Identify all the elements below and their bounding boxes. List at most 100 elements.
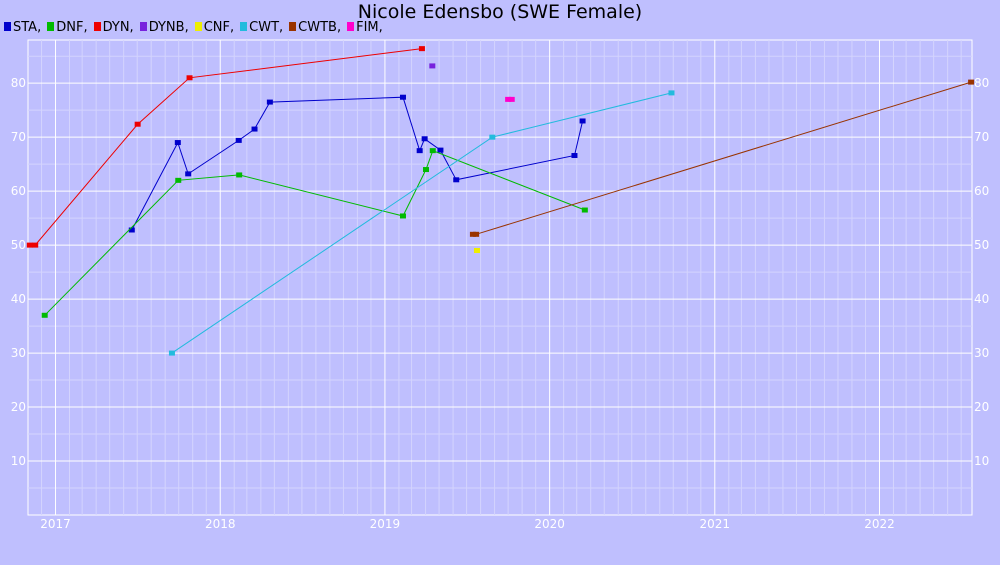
y-tick-label-left: 30 xyxy=(11,346,26,360)
data-point-cnf xyxy=(473,248,480,254)
data-point-dynb xyxy=(429,63,436,69)
legend-separator: , xyxy=(83,20,88,35)
y-tick-label-right: 10 xyxy=(974,454,989,468)
data-point-cwt xyxy=(489,134,496,140)
y-tick-label-left: 10 xyxy=(11,454,26,468)
series-sta xyxy=(128,94,586,233)
legend-label: FIM xyxy=(356,20,379,35)
legend-item-dnf: DNF, xyxy=(47,20,88,35)
y-tick-label-left: 60 xyxy=(11,184,26,198)
series-line-cwtb xyxy=(472,81,972,235)
data-point-dnf xyxy=(236,172,243,178)
data-point-sta xyxy=(399,94,406,100)
data-point-sta xyxy=(235,137,242,143)
legend-item-cwt: CWT, xyxy=(240,20,283,35)
y-tick-label-right: 50 xyxy=(974,238,989,252)
series-cwtb xyxy=(469,79,975,237)
y-tick-label-right: 70 xyxy=(974,130,989,144)
data-point-fim xyxy=(505,96,512,102)
y-tick-label-right: 80 xyxy=(974,76,989,90)
series-line-dyn xyxy=(29,48,422,246)
series-dnf xyxy=(41,148,588,318)
y-tick-label-right: 60 xyxy=(974,184,989,198)
data-point-sta xyxy=(266,99,273,105)
data-point-sta xyxy=(579,118,586,124)
legend-separator: , xyxy=(230,20,235,35)
data-point-dyn xyxy=(186,75,193,81)
data-point-dyn xyxy=(134,121,141,127)
data-point-dyn xyxy=(32,242,39,248)
data-point-dnf xyxy=(399,213,406,219)
data-point-sta xyxy=(185,171,192,177)
legend-separator: , xyxy=(129,20,134,35)
legend-separator: , xyxy=(279,20,284,35)
x-tick-label: 2022 xyxy=(864,517,895,531)
plot-frame xyxy=(27,39,973,516)
y-tick-label-left: 20 xyxy=(11,400,26,414)
legend-separator: , xyxy=(184,20,189,35)
legend-separator: , xyxy=(336,20,342,35)
legend-label: CWTB xyxy=(298,20,337,35)
legend: STA, DNF, DYN, DYNB, CNF, CWT, CWTB, FIM, xyxy=(4,20,389,36)
legend-item-cwtb: CWTB, xyxy=(289,20,341,35)
legend-swatch xyxy=(240,22,248,31)
legend-separator: , xyxy=(37,20,42,35)
data-point-dnf xyxy=(581,207,588,213)
data-point-sta xyxy=(128,227,135,233)
x-tick-label: 2021 xyxy=(700,517,731,531)
data-point-dnf xyxy=(41,312,48,318)
data-point-sta xyxy=(416,148,423,154)
y-tick-label-left: 50 xyxy=(11,238,26,252)
series-cwt xyxy=(168,90,675,356)
legend-swatch xyxy=(289,22,297,31)
legend-swatch xyxy=(194,22,202,31)
y-tick-label-right: 40 xyxy=(974,292,989,306)
legend-item-dyn: DYN, xyxy=(93,20,134,35)
data-point-dyn xyxy=(418,46,425,52)
data-point-dnf xyxy=(422,167,429,173)
data-point-dnf xyxy=(175,177,182,183)
legend-separator: , xyxy=(378,20,383,35)
legend-item-dynb: DYNB, xyxy=(139,20,189,35)
legend-label: CNF xyxy=(203,20,230,35)
chart-title: Nicole Edensbo (SWE Female) xyxy=(357,1,643,23)
data-point-sta xyxy=(571,153,578,159)
data-point-sta xyxy=(437,147,444,153)
data-point-sta xyxy=(174,140,181,146)
legend-swatch xyxy=(47,22,55,31)
legend-swatch xyxy=(347,22,355,31)
data-point-dnf xyxy=(429,148,436,154)
data-point-cwtb xyxy=(469,231,476,237)
series-fim xyxy=(505,96,515,102)
legend-item-sta: STA, xyxy=(4,20,41,35)
legend-label: DNF xyxy=(56,20,84,35)
x-tick-label: 2020 xyxy=(534,517,565,531)
legend-swatch xyxy=(139,22,147,31)
y-tick-label-right: 30 xyxy=(974,346,989,360)
data-point-cwt xyxy=(668,90,675,96)
x-tick-label: 2017 xyxy=(40,517,71,531)
legend-item-cnf: CNF, xyxy=(194,20,235,35)
legend-item-fim: FIM, xyxy=(347,20,383,35)
minor-grid xyxy=(28,40,972,515)
series-cnf xyxy=(473,248,480,254)
series-line-dnf xyxy=(44,150,585,316)
series-dynb xyxy=(429,63,436,69)
y-tick-label-left: 70 xyxy=(11,130,26,144)
legend-label: CWT xyxy=(249,20,280,35)
data-point-fim xyxy=(508,96,515,102)
data-point-cwtb xyxy=(473,231,480,237)
data-point-cwtb xyxy=(968,79,975,85)
series-dyn xyxy=(26,46,425,248)
data-point-sta xyxy=(453,177,460,183)
data-point-sta xyxy=(251,126,258,132)
y-tick-label-left: 80 xyxy=(11,76,26,90)
x-tick-label: 2018 xyxy=(205,517,236,531)
x-tick-label: 2019 xyxy=(370,517,401,531)
data-point-dyn xyxy=(26,242,33,248)
legend-label: DYNB xyxy=(148,20,185,35)
legend-swatch xyxy=(93,22,101,31)
data-point-cwt xyxy=(168,350,175,356)
data-point-sta xyxy=(421,136,428,142)
